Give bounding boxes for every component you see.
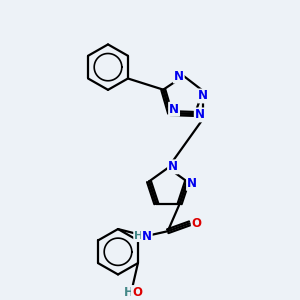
Text: N: N bbox=[187, 177, 197, 190]
Text: H: H bbox=[124, 286, 134, 299]
Text: N: N bbox=[142, 230, 152, 243]
Text: O: O bbox=[192, 217, 202, 230]
Text: N: N bbox=[198, 89, 208, 103]
Text: N: N bbox=[195, 108, 205, 122]
Text: O: O bbox=[132, 286, 142, 299]
Text: N: N bbox=[169, 103, 179, 116]
Text: H: H bbox=[134, 231, 143, 241]
Text: N: N bbox=[168, 160, 178, 173]
Text: N: N bbox=[174, 70, 184, 83]
